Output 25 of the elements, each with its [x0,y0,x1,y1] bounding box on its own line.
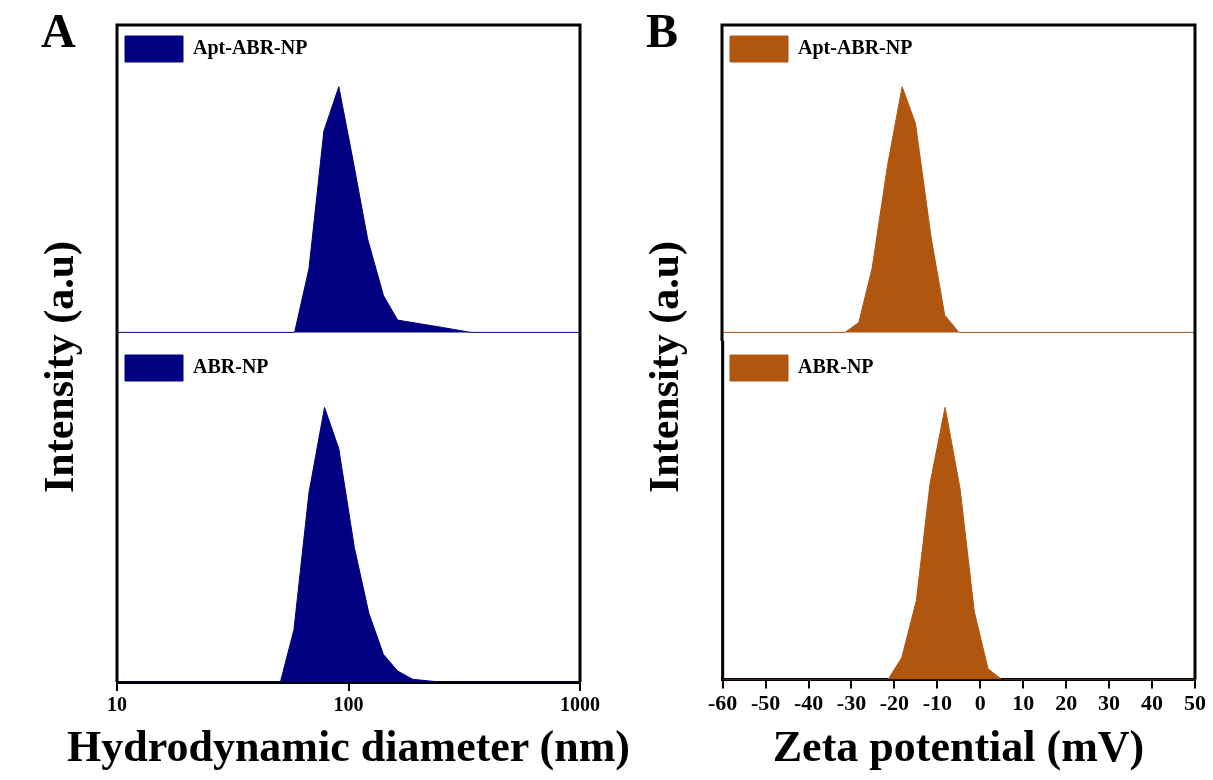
x-tick-label: 0 [974,690,986,716]
x-tick-label: -40 [793,690,824,716]
x-tick-label: 10 [1012,690,1035,716]
chart-title: B [646,4,679,57]
legend-label: ABR-NP [193,355,269,378]
x-tick-label: -20 [879,690,910,716]
x-tick-label: -50 [750,690,781,716]
legend-label: ABR-NP [798,355,874,378]
x-tick-label: 10 [107,693,127,716]
x-axis-title: Zeta potential (mV) [772,722,1145,772]
x-tick-label: -60 [708,690,738,716]
x-tick-label: 1000 [560,693,600,716]
x-tick-label: -10 [922,690,953,716]
y-axis-title: Intensity (a.u) [36,240,82,493]
legend-label: Apt-ABR-NP [798,36,913,60]
x-tick-label: 50 [1184,690,1206,716]
x-axis-title: Hydrodynamic diameter (nm) [67,722,630,772]
x-tick-label: 30 [1098,690,1121,716]
x-tick-label: -30 [836,690,867,716]
x-tick-label: 40 [1141,690,1164,716]
x-tick-label: 100 [333,693,364,716]
chart-title: A [41,4,76,57]
legend-label: Apt-ABR-NP [193,36,308,60]
x-tick-label: 20 [1055,690,1078,716]
y-axis-title: Intensity (a.u) [641,240,687,493]
